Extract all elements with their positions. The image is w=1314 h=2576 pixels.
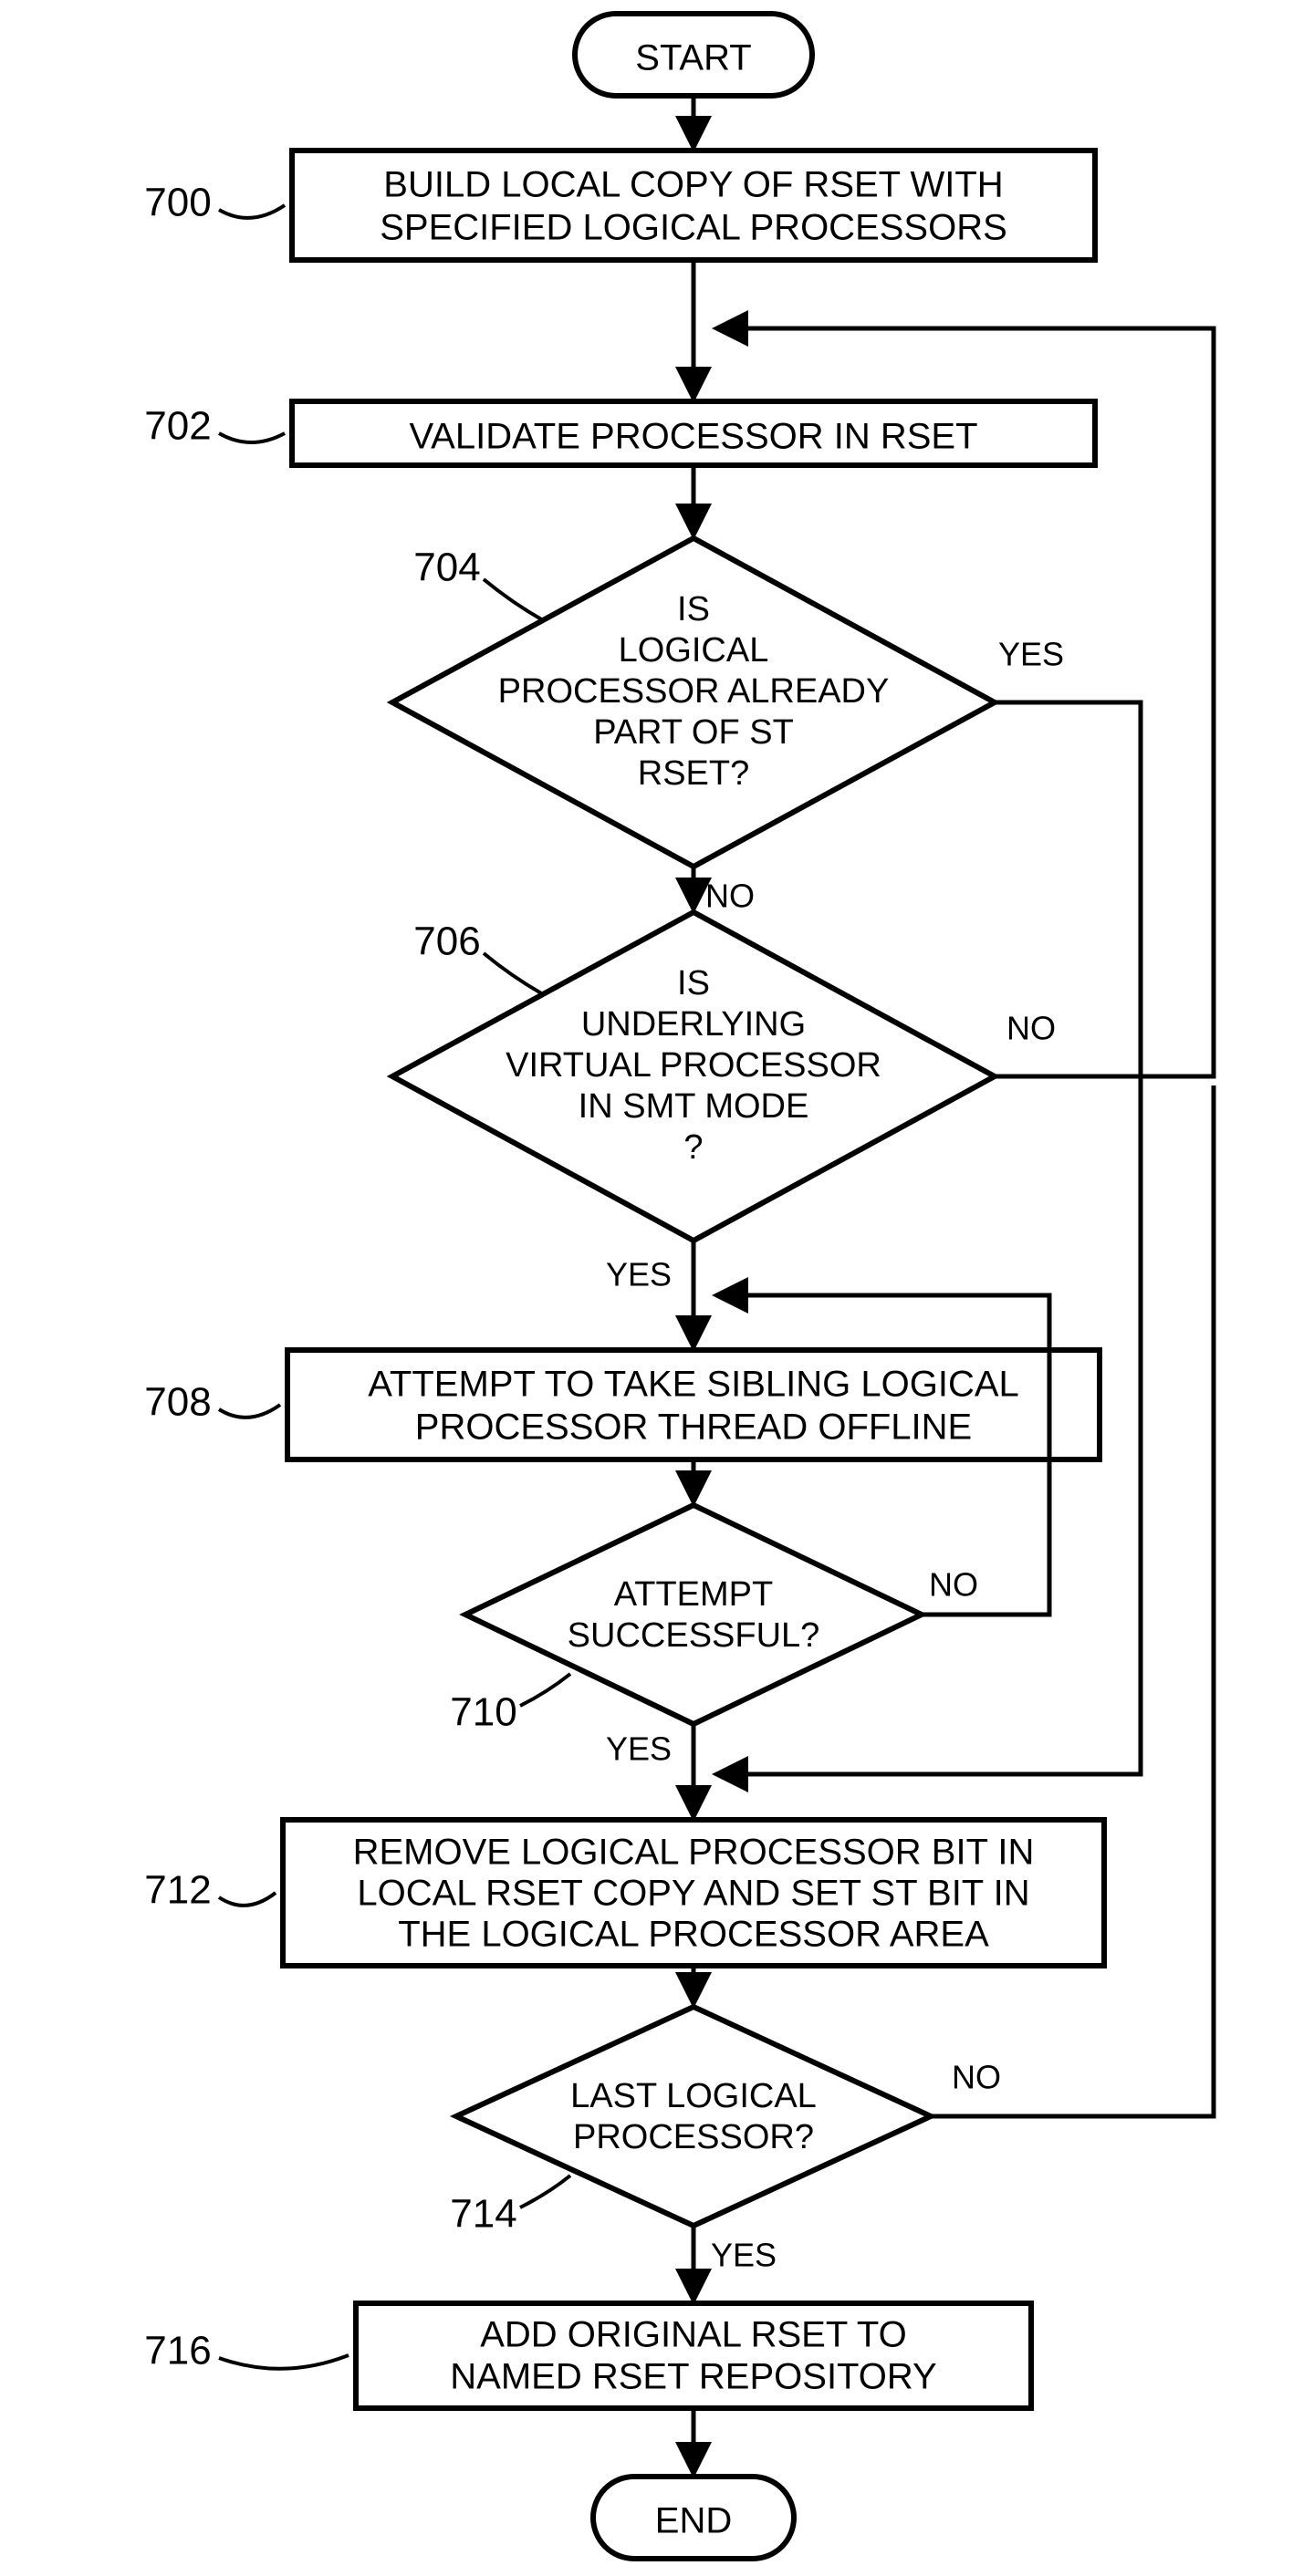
decision-710: ATTEMPT SUCCESSFUL? [465,1505,922,1724]
n712-l2: LOCAL RSET COPY AND SET ST BIT IN [357,1874,1029,1914]
n716-l1: ADD ORIGINAL RSET TO [480,2315,907,2355]
label-706-no: NO [1006,1010,1056,1047]
n712-l1: REMOVE LOGICAL PROCESSOR BIT IN [353,1833,1035,1873]
label-704-no: NO [705,878,755,915]
label-706-yes: YES [606,1256,672,1293]
leader-712 [219,1893,276,1906]
process-700: BUILD LOCAL COPY OF RSET WITH SPECIFIED … [292,151,1095,260]
ref-712: 712 [144,1868,211,1913]
n708-l1: ATTEMPT TO TAKE SIBLING LOGICAL [368,1365,1019,1405]
ref-716: 716 [144,2329,211,2373]
n706-l5: ? [683,1128,703,1167]
leader-706 [484,953,543,994]
ref-706: 706 [413,919,480,964]
leader-702 [219,433,285,442]
n704-l4: PART OF ST [593,713,794,752]
flowchart-canvas: START BUILD LOCAL COPY OF RSET WITH SPEC… [0,0,1314,2576]
end-text: END [655,2501,732,2541]
leader-708 [219,1405,280,1418]
n710-l1: ATTEMPT [614,1575,774,1614]
end-terminator: END [593,2477,794,2559]
n702-line1: VALIDATE PROCESSOR IN RSET [409,417,977,457]
leader-700 [219,205,285,218]
n706-l2: UNDERLYING [581,1005,806,1044]
label-714-no: NO [952,2059,1001,2096]
decision-704: IS LOGICAL PROCESSOR ALREADY PART OF ST … [392,538,995,867]
leader-710 [520,1674,570,1706]
n704-l2: LOGICAL [619,631,769,670]
ref-700: 700 [144,181,211,225]
n700-line1: BUILD LOCAL COPY OF RSET WITH [383,165,1003,205]
n704-l5: RSET? [638,754,749,793]
n706-l3: VIRTUAL PROCESSOR [506,1046,881,1085]
n708-l2: PROCESSOR THREAD OFFLINE [415,1407,972,1448]
n714-l1: LAST LOGICAL [570,2077,817,2115]
n706-l4: IN SMT MODE [579,1087,809,1126]
n714-l2: PROCESSOR? [573,2118,814,2156]
n704-l3: PROCESSOR ALREADY [498,672,890,711]
process-712: REMOVE LOGICAL PROCESSOR BIT IN LOCAL RS… [283,1820,1104,1966]
label-704-yes: YES [998,636,1064,673]
leader-716 [219,2355,349,2369]
leader-714 [520,2176,570,2207]
process-702: VALIDATE PROCESSOR IN RSET [292,401,1095,465]
n700-line2: SPECIFIED LOGICAL PROCESSORS [380,208,1007,248]
start-terminator: START [575,14,812,96]
decision-714: LAST LOGICAL PROCESSOR? [456,2007,931,2226]
n712-l3: THE LOGICAL PROCESSOR AREA [398,1915,989,1955]
n716-l2: NAMED RSET REPOSITORY [450,2357,936,2397]
n706-l1: IS [677,964,710,1002]
n704-l1: IS [677,590,710,628]
ref-714: 714 [450,2192,516,2237]
decision-706: IS UNDERLYING VIRTUAL PROCESSOR IN SMT M… [392,912,995,1241]
ref-702: 702 [144,404,211,449]
leader-704 [484,579,543,620]
process-716: ADD ORIGINAL RSET TO NAMED RSET REPOSITO… [356,2303,1031,2408]
ref-704: 704 [413,545,480,590]
label-710-no: NO [929,1566,978,1604]
n710-l2: SUCCESSFUL? [568,1616,820,1655]
ref-710: 710 [450,1690,516,1735]
ref-708: 708 [144,1380,211,1425]
process-708: ATTEMPT TO TAKE SIBLING LOGICAL PROCESSO… [287,1350,1100,1459]
label-710-yes: YES [606,1730,672,1768]
start-text: START [635,38,751,78]
label-714-yes: YES [711,2237,777,2274]
